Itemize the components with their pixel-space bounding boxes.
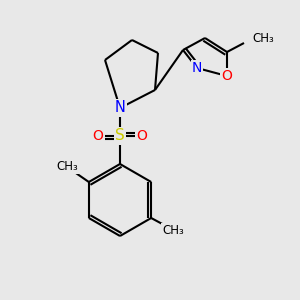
Text: O: O — [136, 129, 147, 143]
Text: O: O — [93, 129, 104, 143]
Text: O: O — [222, 69, 232, 83]
Text: CH₃: CH₃ — [252, 32, 274, 44]
Text: N: N — [115, 100, 125, 116]
Text: N: N — [192, 61, 202, 75]
Text: CH₃: CH₃ — [56, 160, 78, 173]
Text: CH₃: CH₃ — [162, 224, 184, 236]
Text: S: S — [115, 128, 125, 143]
